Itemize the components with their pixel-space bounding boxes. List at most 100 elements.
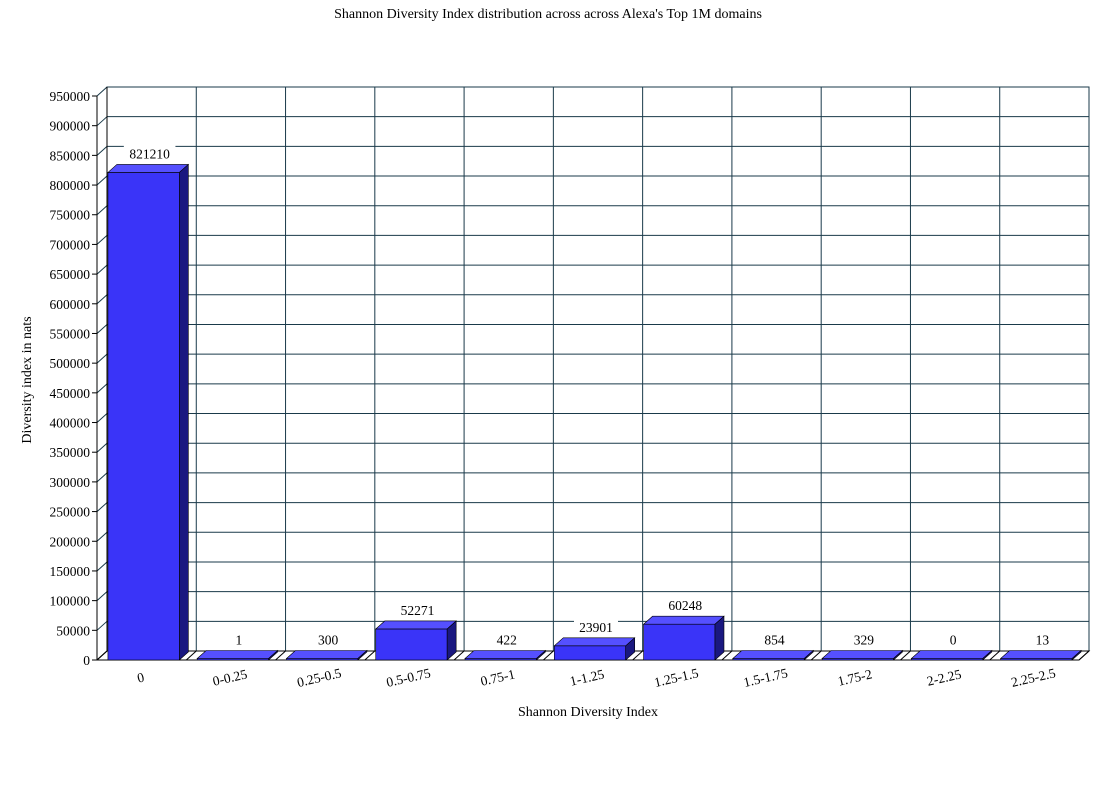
grid-depth-line bbox=[96, 442, 108, 453]
y-tick-label: 350000 bbox=[50, 445, 91, 460]
grid-depth-line bbox=[96, 472, 108, 483]
bar-side bbox=[446, 620, 457, 661]
value-label: 300 bbox=[318, 633, 339, 648]
bars bbox=[107, 163, 1082, 661]
plot-border bbox=[106, 86, 1090, 652]
grid-depth-line bbox=[96, 86, 108, 97]
bar-side bbox=[357, 649, 368, 661]
floor-slat bbox=[185, 650, 197, 661]
bar bbox=[374, 620, 457, 661]
bar-top bbox=[910, 650, 993, 659]
value-label-bg bbox=[395, 601, 440, 618]
x-tick-label: 1.75-2 bbox=[836, 666, 873, 688]
grid-depth-line bbox=[96, 205, 108, 216]
y-tick-label: 300000 bbox=[50, 475, 91, 490]
value-label: 854 bbox=[764, 633, 785, 648]
bar bbox=[285, 649, 368, 661]
bar-front bbox=[643, 623, 716, 661]
value-label-bg bbox=[232, 631, 246, 648]
bar-side bbox=[536, 649, 546, 661]
x-tick-label: 0 bbox=[136, 669, 146, 685]
x-axis-title: Shannon Diversity Index bbox=[518, 705, 658, 720]
floor-slat bbox=[543, 650, 554, 661]
bar-top bbox=[821, 650, 904, 659]
grid-depth-line bbox=[96, 294, 108, 305]
grid-depth-line bbox=[96, 235, 108, 245]
y-tick-label: 450000 bbox=[50, 386, 91, 401]
value-label-bg bbox=[946, 631, 960, 648]
value-label: 23901 bbox=[579, 620, 613, 635]
bar-side bbox=[803, 649, 814, 661]
grid-depth-line bbox=[96, 324, 108, 334]
floor-slat bbox=[364, 650, 376, 661]
bar bbox=[553, 637, 636, 661]
y-tick-label: 500000 bbox=[50, 356, 91, 371]
x-tick-label: 1-1.25 bbox=[568, 666, 606, 689]
value-label-bg bbox=[663, 597, 708, 614]
bar-top bbox=[464, 650, 547, 659]
x-tick-label: 0.5-0.75 bbox=[385, 665, 432, 690]
x-tick-label: 0.25-0.5 bbox=[296, 665, 343, 690]
floor-slat bbox=[900, 650, 911, 661]
y-tick-label: 0 bbox=[83, 653, 90, 668]
value-label-bg bbox=[123, 145, 176, 162]
bar-top bbox=[999, 650, 1082, 659]
bar-front bbox=[375, 628, 448, 661]
chart-title: Shannon Diversity Index distribution acr… bbox=[334, 7, 762, 22]
y-tick-label: 250000 bbox=[50, 505, 91, 520]
y-tick-label: 200000 bbox=[50, 534, 91, 549]
bar-side bbox=[625, 637, 636, 661]
grid-depth-line bbox=[96, 620, 108, 631]
y-tick-label: 400000 bbox=[50, 416, 91, 431]
floor-slat bbox=[1078, 650, 1090, 661]
floor-slat bbox=[96, 650, 108, 661]
floor-slat bbox=[721, 650, 733, 661]
x-tick-label: 2.25-2.5 bbox=[1010, 665, 1057, 690]
grid-depth-line bbox=[96, 502, 108, 512]
bar-top bbox=[642, 615, 725, 625]
bar bbox=[464, 649, 547, 661]
value-label: 821210 bbox=[129, 146, 170, 161]
value-label: 329 bbox=[854, 633, 875, 648]
y-tick-label: 750000 bbox=[50, 208, 91, 223]
value-label-bg bbox=[760, 631, 789, 648]
y-tick-label: 900000 bbox=[50, 119, 91, 134]
value-label: 13 bbox=[1036, 633, 1050, 648]
bar-side bbox=[982, 649, 993, 661]
bar-side bbox=[893, 649, 903, 661]
grid-depth-line bbox=[96, 383, 108, 394]
y-tick-label: 150000 bbox=[50, 564, 91, 579]
bar-top bbox=[374, 620, 457, 630]
bar-side bbox=[714, 615, 725, 661]
bar-side bbox=[179, 163, 189, 661]
floor-slat bbox=[275, 650, 286, 661]
y-tick-label: 700000 bbox=[50, 237, 91, 252]
grid-depth-line bbox=[96, 145, 108, 156]
bar bbox=[107, 163, 190, 661]
bar bbox=[910, 649, 993, 661]
bar-side bbox=[268, 649, 278, 661]
bar bbox=[999, 649, 1082, 661]
grid-depth-line bbox=[96, 116, 108, 127]
value-label: 60248 bbox=[668, 598, 702, 613]
floor-slat bbox=[989, 650, 1001, 661]
y-tick-label: 550000 bbox=[50, 326, 91, 341]
bar-top bbox=[107, 164, 190, 173]
grid-depth-line bbox=[96, 561, 108, 572]
y-tick-label: 850000 bbox=[50, 148, 91, 163]
y-tick-label: 100000 bbox=[50, 594, 91, 609]
value-labels: 821210 1 300 52271 422 23901 60248 854 329 0 13 bbox=[123, 145, 1053, 648]
grid-depth-line bbox=[96, 353, 108, 364]
y-tick-label: 800000 bbox=[50, 178, 91, 193]
bar bbox=[732, 649, 815, 661]
grid bbox=[96, 86, 1090, 661]
value-label: 422 bbox=[497, 633, 517, 648]
value-label: 52271 bbox=[401, 603, 435, 618]
bar bbox=[642, 615, 725, 661]
floor-slat bbox=[810, 650, 822, 661]
value-label: 1 bbox=[236, 633, 243, 648]
y-tick-label: 650000 bbox=[50, 267, 91, 282]
bar-side bbox=[1071, 649, 1082, 661]
value-label-bg bbox=[849, 631, 879, 648]
